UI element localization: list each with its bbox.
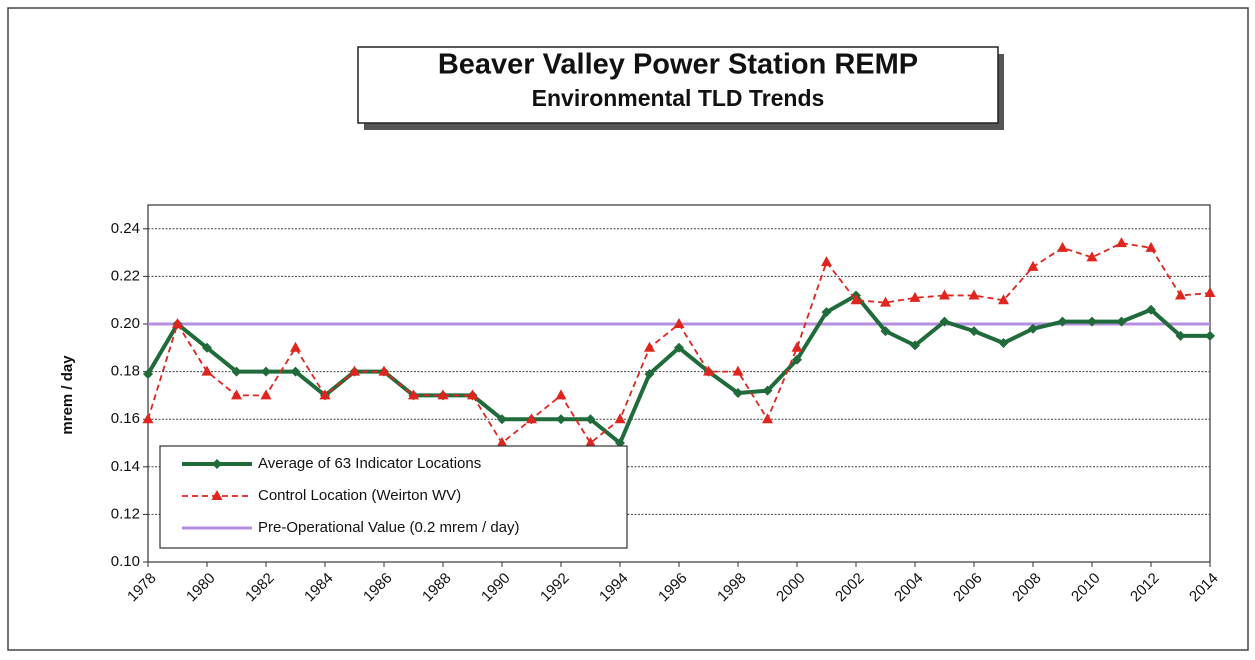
marker bbox=[998, 338, 1009, 349]
marker bbox=[585, 437, 596, 447]
marker bbox=[968, 289, 980, 300]
marker bbox=[202, 342, 212, 353]
marker bbox=[211, 490, 223, 500]
marker bbox=[1205, 330, 1215, 341]
marker bbox=[821, 256, 832, 267]
marker bbox=[644, 368, 655, 379]
marker bbox=[290, 341, 301, 352]
marker bbox=[497, 414, 507, 425]
marker bbox=[674, 342, 684, 353]
y-tick-label: 0.16 bbox=[111, 410, 140, 427]
marker bbox=[1057, 241, 1068, 252]
marker bbox=[732, 365, 744, 376]
marker bbox=[644, 341, 655, 352]
marker bbox=[1204, 287, 1216, 298]
marker bbox=[172, 318, 183, 328]
marker bbox=[1057, 316, 1068, 327]
marker bbox=[998, 294, 1009, 305]
chart-title: Beaver Valley Power Station REMP bbox=[438, 49, 918, 81]
marker bbox=[201, 365, 213, 376]
marker bbox=[762, 385, 773, 396]
marker bbox=[526, 413, 537, 424]
marker bbox=[1146, 304, 1156, 315]
marker bbox=[969, 326, 979, 337]
marker bbox=[290, 366, 301, 377]
marker bbox=[349, 365, 360, 376]
marker bbox=[909, 291, 921, 302]
marker bbox=[231, 366, 242, 377]
marker bbox=[1116, 316, 1127, 327]
marker bbox=[1175, 330, 1186, 341]
marker bbox=[555, 389, 567, 400]
y-axis-label: mrem / day bbox=[59, 355, 76, 435]
y-tick-label: 0.18 bbox=[111, 363, 140, 380]
marker bbox=[496, 437, 508, 447]
marker bbox=[910, 340, 920, 351]
y-tick-label: 0.12 bbox=[111, 505, 140, 522]
marker bbox=[231, 389, 242, 400]
marker bbox=[733, 388, 743, 399]
marker bbox=[212, 459, 222, 469]
marker bbox=[939, 289, 950, 300]
marker bbox=[1116, 237, 1127, 248]
y-tick-label: 0.14 bbox=[111, 458, 140, 475]
marker bbox=[614, 413, 626, 424]
marker bbox=[1028, 323, 1038, 334]
marker bbox=[791, 341, 803, 352]
marker bbox=[1087, 316, 1097, 327]
marker bbox=[260, 389, 272, 400]
marker bbox=[673, 318, 685, 328]
marker bbox=[467, 389, 478, 400]
legend-label: Average of 63 Indicator Locations bbox=[258, 455, 481, 472]
marker bbox=[1027, 260, 1039, 271]
marker bbox=[585, 414, 596, 425]
marker bbox=[880, 296, 891, 307]
marker bbox=[880, 326, 891, 337]
marker bbox=[762, 413, 773, 424]
marker bbox=[437, 389, 449, 400]
y-tick-label: 0.10 bbox=[111, 553, 140, 570]
y-tick-label: 0.20 bbox=[111, 315, 140, 332]
marker bbox=[850, 294, 862, 305]
y-tick-label: 0.24 bbox=[111, 220, 140, 237]
marker bbox=[261, 366, 271, 377]
marker bbox=[378, 365, 390, 376]
marker bbox=[1175, 289, 1186, 300]
marker bbox=[143, 368, 153, 379]
title-box bbox=[357, 46, 999, 124]
marker bbox=[408, 389, 419, 400]
marker bbox=[556, 414, 566, 425]
marker bbox=[939, 316, 950, 327]
marker bbox=[1086, 251, 1098, 262]
marker bbox=[319, 389, 331, 400]
chart-subtitle: Environmental TLD Trends bbox=[532, 85, 825, 111]
marker bbox=[821, 307, 832, 318]
y-tick-label: 0.22 bbox=[111, 267, 140, 284]
marker bbox=[1145, 241, 1157, 252]
legend-label: Pre-Operational Value (0.2 mrem / day) bbox=[258, 519, 520, 536]
marker bbox=[792, 354, 802, 365]
marker bbox=[142, 413, 154, 424]
marker bbox=[703, 365, 714, 376]
legend-label: Control Location (Weirton WV) bbox=[258, 487, 461, 504]
